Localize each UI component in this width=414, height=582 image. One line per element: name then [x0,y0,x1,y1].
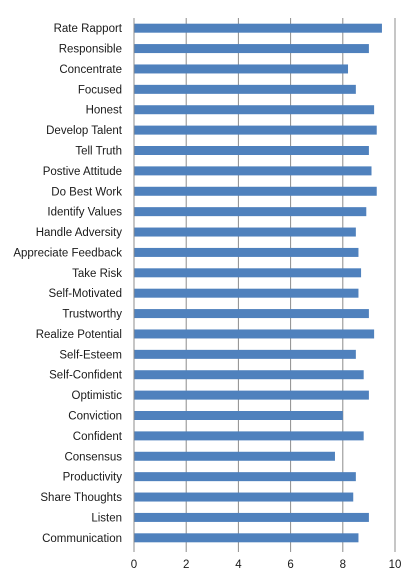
bar-honest [134,105,375,115]
bar-focused [134,84,356,94]
bar-communication [134,533,359,543]
category-label: Identify Values [47,207,122,219]
x-tick-label: 6 [287,559,293,571]
category-label: Communication [42,533,122,545]
category-label: Conviction [68,411,122,423]
category-label: Trustworthy [62,309,122,321]
category-label: Productivity [63,472,123,484]
x-tick-label: 8 [340,559,346,571]
category-labels: Rate Rapport Responsible Concentrate Focuse… [13,23,122,545]
bar-self-confident [134,370,364,380]
category-label: Concentrate [59,64,122,76]
x-tick-labels: 0 2 4 6 8 10 [131,559,402,571]
bar-share-thoughts [134,492,354,502]
x-tick-label: 4 [235,559,242,571]
bar-develop-talent [134,125,377,135]
category-label: Confident [73,431,123,443]
category-label: Share Thoughts [40,492,122,504]
category-label: Develop Talent [46,125,123,137]
category-label: Rate Rapport [54,23,123,35]
category-label: Focused [78,84,122,96]
bar-productivity [134,472,356,482]
category-label: Optimistic [72,390,123,402]
category-label: Self-Confident [49,370,123,382]
bar-do-best-work [134,186,377,196]
bar-realize-potential [134,329,375,339]
bar-trustworthy [134,309,369,319]
bar-take-risk [134,268,362,278]
bar-listen [134,512,369,522]
category-label: Realize Potential [36,329,122,341]
bar-tell-truth [134,146,369,155]
bar-appreciate-feedback [134,247,359,257]
bar-concentrate [134,64,349,74]
category-label: Handle Adversity [36,227,123,239]
category-label: Consensus [64,451,122,463]
gridlines [133,18,396,552]
bar-postive-attitude [134,166,372,176]
bar-responsible [134,44,369,54]
category-label: Appreciate Feedback [13,247,122,259]
category-label: Self-Esteem [59,349,122,361]
x-tick-label: 2 [183,559,189,571]
category-label: Self-Motivated [48,288,122,300]
category-label: Postive Attitude [43,166,122,178]
bar-self-esteem [134,349,356,359]
bars [134,23,382,543]
category-label: Responsible [59,44,122,56]
x-tick-label: 0 [131,559,137,571]
bar-optimistic [134,390,369,400]
bar-conviction [134,411,343,420]
bar-self-motivated [134,288,359,298]
category-label: Honest [86,105,123,117]
category-label: Listen [91,512,122,524]
category-label: Take Risk [72,268,122,280]
x-tick-label: 10 [389,559,402,571]
category-label: Tell Truth [75,146,122,158]
bar-identify-values [134,207,367,217]
bar-consensus [134,451,335,461]
category-label: Do Best Work [51,186,122,198]
bar-rate-rapport [134,23,382,33]
bar-confident [134,431,364,441]
bar-handle-adversity [134,227,356,237]
